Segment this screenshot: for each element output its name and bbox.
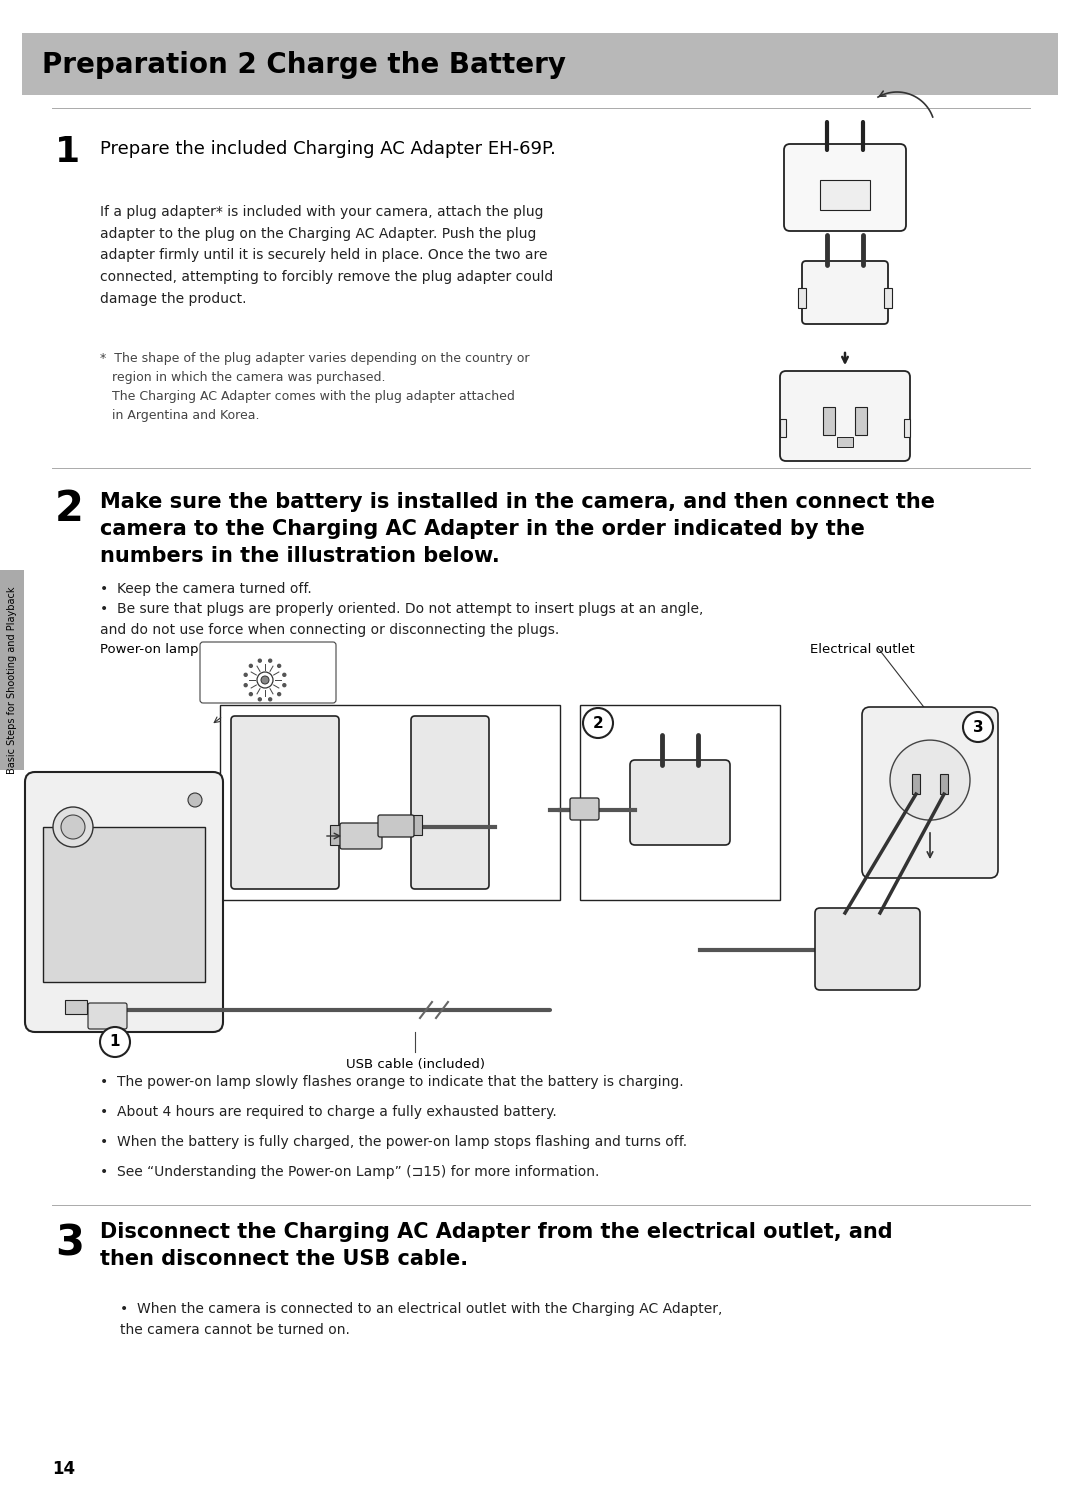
FancyBboxPatch shape xyxy=(200,642,336,703)
Circle shape xyxy=(278,692,281,695)
Text: •  When the camera is connected to an electrical outlet with the Charging AC Ada: • When the camera is connected to an ele… xyxy=(120,1302,723,1336)
Text: USB cable (included): USB cable (included) xyxy=(346,1058,485,1071)
Bar xyxy=(22,33,1058,95)
Circle shape xyxy=(261,676,269,684)
FancyBboxPatch shape xyxy=(231,716,339,889)
Circle shape xyxy=(283,673,286,676)
Bar xyxy=(940,774,948,794)
Bar xyxy=(837,437,853,447)
Circle shape xyxy=(188,794,202,807)
Text: •  See “Understanding the Power-on Lamp” (⊐15) for more information.: • See “Understanding the Power-on Lamp” … xyxy=(100,1165,599,1178)
Text: •  When the battery is fully charged, the power-on lamp stops flashing and turns: • When the battery is fully charged, the… xyxy=(100,1135,687,1149)
Circle shape xyxy=(278,664,281,667)
Text: 3: 3 xyxy=(973,719,983,734)
Circle shape xyxy=(244,684,247,687)
Circle shape xyxy=(269,660,272,663)
Circle shape xyxy=(269,698,272,701)
Bar xyxy=(220,704,561,901)
Bar xyxy=(43,828,205,982)
Circle shape xyxy=(249,664,253,667)
Text: Basic Steps for Shooting and Playback: Basic Steps for Shooting and Playback xyxy=(6,587,17,774)
Text: Power-on lamp: Power-on lamp xyxy=(100,643,199,655)
Circle shape xyxy=(53,807,93,847)
Bar xyxy=(912,774,920,794)
Bar xyxy=(580,704,780,901)
Text: •  Be sure that plugs are properly oriented. Do not attempt to insert plugs at a: • Be sure that plugs are properly orient… xyxy=(100,602,703,636)
Text: 3: 3 xyxy=(55,1221,84,1265)
Text: Make sure the battery is installed in the camera, and then connect the
camera to: Make sure the battery is installed in th… xyxy=(100,492,935,566)
Bar xyxy=(0,571,24,770)
Text: 14: 14 xyxy=(52,1461,76,1479)
FancyBboxPatch shape xyxy=(87,1003,127,1028)
Bar xyxy=(410,814,422,835)
FancyBboxPatch shape xyxy=(862,707,998,878)
Circle shape xyxy=(249,692,253,695)
Text: Preparation 2 Charge the Battery: Preparation 2 Charge the Battery xyxy=(42,51,566,79)
FancyBboxPatch shape xyxy=(570,798,599,820)
Circle shape xyxy=(890,740,970,820)
Bar xyxy=(855,407,867,435)
Circle shape xyxy=(963,712,993,742)
Circle shape xyxy=(258,698,261,701)
Circle shape xyxy=(244,673,247,676)
Text: 1: 1 xyxy=(55,135,80,169)
Bar xyxy=(65,1000,87,1013)
Text: Electrical outlet: Electrical outlet xyxy=(810,643,915,655)
Circle shape xyxy=(60,814,85,840)
Text: 2: 2 xyxy=(593,715,604,731)
Text: •  The power-on lamp slowly flashes orange to indicate that the battery is charg: • The power-on lamp slowly flashes orang… xyxy=(100,1074,684,1089)
Circle shape xyxy=(258,660,261,663)
Text: 1: 1 xyxy=(110,1034,120,1049)
FancyBboxPatch shape xyxy=(780,372,910,461)
Bar xyxy=(798,288,806,308)
Text: Disconnect the Charging AC Adapter from the electrical outlet, and
then disconne: Disconnect the Charging AC Adapter from … xyxy=(100,1221,893,1269)
FancyBboxPatch shape xyxy=(340,823,382,849)
FancyBboxPatch shape xyxy=(630,759,730,846)
Bar xyxy=(885,288,892,308)
Text: If a plug adapter* is included with your camera, attach the plug
adapter to the : If a plug adapter* is included with your… xyxy=(100,205,553,306)
Bar xyxy=(780,419,786,437)
Bar xyxy=(904,419,910,437)
FancyBboxPatch shape xyxy=(815,908,920,990)
Text: •  About 4 hours are required to charge a fully exhausted battery.: • About 4 hours are required to charge a… xyxy=(100,1106,557,1119)
Circle shape xyxy=(583,707,613,739)
Bar xyxy=(823,407,835,435)
Circle shape xyxy=(100,1027,130,1057)
FancyBboxPatch shape xyxy=(802,262,888,324)
FancyBboxPatch shape xyxy=(378,814,414,837)
FancyBboxPatch shape xyxy=(784,144,906,230)
FancyBboxPatch shape xyxy=(25,773,222,1031)
Text: *  The shape of the plug adapter varies depending on the country or
   region in: * The shape of the plug adapter varies d… xyxy=(100,352,529,422)
Bar xyxy=(820,180,870,210)
FancyBboxPatch shape xyxy=(411,716,489,889)
Text: 2: 2 xyxy=(55,487,84,531)
Bar xyxy=(330,825,342,846)
Circle shape xyxy=(257,672,273,688)
Circle shape xyxy=(283,684,286,687)
Text: Prepare the included Charging AC Adapter EH-69P.: Prepare the included Charging AC Adapter… xyxy=(100,140,556,158)
Text: •  Keep the camera turned off.: • Keep the camera turned off. xyxy=(100,583,312,596)
